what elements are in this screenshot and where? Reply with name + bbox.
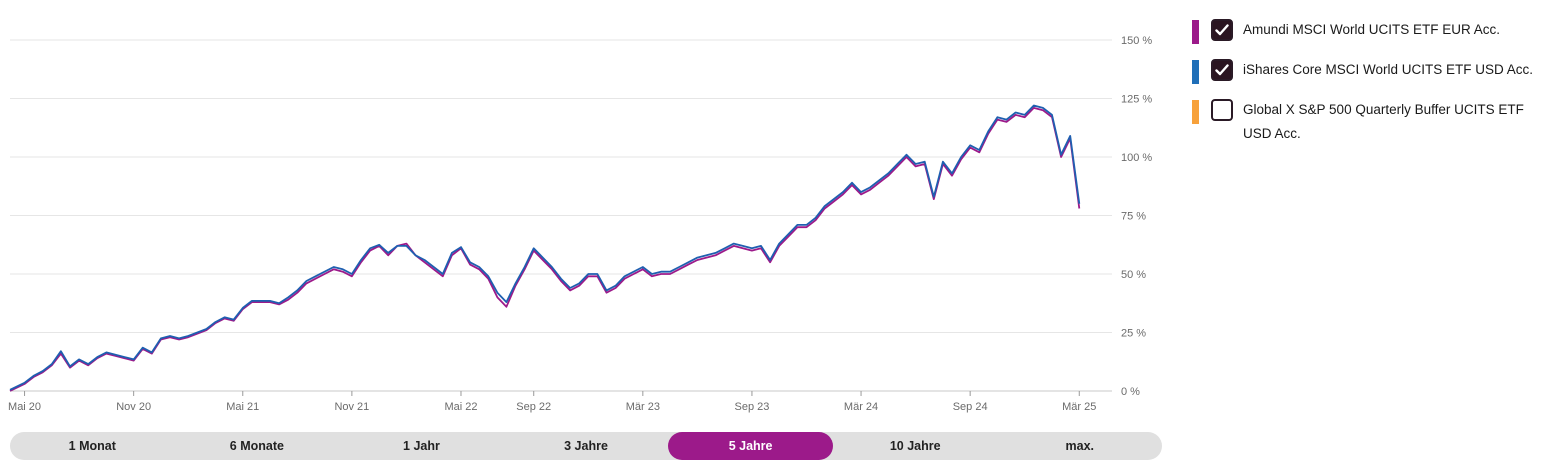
legend-item-amundi[interactable]: Amundi MSCI World UCITS ETF EUR Acc. — [1192, 18, 1542, 44]
x-tick-label: Sep 22 — [516, 401, 551, 413]
range-button-6-monate[interactable]: 6 Monate — [229, 439, 284, 453]
series-line-ishares — [9, 104, 1081, 391]
y-tick-label: 50 % — [1121, 269, 1146, 281]
legend-checkbox-ishares[interactable] — [1211, 59, 1233, 81]
legend-swatch-ishares — [1192, 60, 1199, 84]
x-tick-label: Mai 20 — [8, 401, 41, 413]
series-line-amundi — [9, 107, 1081, 392]
legend-item-ishares[interactable]: iShares Core MSCI World UCITS ETF USD Ac… — [1192, 58, 1542, 84]
y-tick-label: 125 % — [1121, 94, 1152, 106]
legend-swatch-globalx — [1192, 100, 1199, 124]
range-button-1-jahr[interactable]: 1 Jahr — [403, 439, 440, 453]
y-tick-label: 150 % — [1121, 35, 1152, 47]
y-tick-label: 0 % — [1121, 386, 1140, 398]
checkmark-icon — [1215, 64, 1229, 76]
range-button-3-jahre[interactable]: 3 Jahre — [564, 439, 608, 453]
time-range-selector: 1 Monat 6 Monate 1 Jahr 3 Jahre 5 Jahre … — [10, 432, 1162, 460]
x-tick-label: Mai 21 — [226, 401, 259, 413]
x-tick-label: Sep 23 — [735, 401, 770, 413]
x-tick-label: Mär 24 — [844, 401, 878, 413]
x-tick-label: Mär 23 — [626, 401, 660, 413]
legend-label-ishares: iShares Core MSCI World UCITS ETF USD Ac… — [1243, 62, 1534, 77]
legend-swatch-amundi — [1192, 20, 1199, 44]
y-tick-label: 100 % — [1121, 152, 1152, 164]
x-tick-label: Mai 22 — [444, 401, 477, 413]
range-button-max[interactable]: max. — [1065, 439, 1095, 453]
performance-line-chart: 0 % 25 % 50 % 75 % 100 % 125 % 150 % Mai 20 Nov … — [8, 35, 1152, 413]
x-tick-label: Nov 21 — [334, 401, 369, 413]
checkmark-icon — [1215, 24, 1229, 36]
legend-item-globalx[interactable]: Global X S&P 500 Quarterly Buffer UCITS … — [1192, 98, 1542, 146]
x-tick-label: Nov 20 — [116, 401, 151, 413]
y-tick-label: 25 % — [1121, 328, 1146, 340]
x-tick-label: Sep 24 — [953, 401, 988, 413]
legend-checkbox-amundi[interactable] — [1211, 19, 1233, 41]
legend-label-amundi: Amundi MSCI World UCITS ETF EUR Acc. — [1243, 22, 1501, 37]
range-button-10-jahre[interactable]: 10 Jahre — [889, 439, 941, 453]
range-button-1-monat[interactable]: 1 Monat — [68, 439, 116, 453]
y-tick-label: 75 % — [1121, 211, 1146, 223]
legend-label-globalx: Global X S&P 500 Quarterly Buffer UCITS … — [1243, 102, 1524, 141]
chart-legend: Amundi MSCI World UCITS ETF EUR Acc. iSh… — [1192, 18, 1542, 160]
legend-checkbox-globalx[interactable] — [1211, 99, 1233, 121]
x-tick-label: Mär 25 — [1062, 401, 1096, 413]
range-button-5-jahre[interactable]: 5 Jahre — [668, 432, 833, 460]
